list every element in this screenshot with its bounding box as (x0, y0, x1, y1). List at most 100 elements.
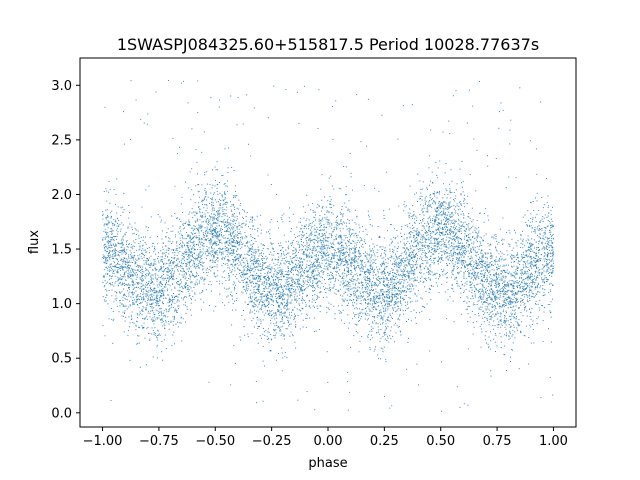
data-point (401, 259, 403, 261)
data-point (333, 244, 335, 246)
data-point (516, 268, 518, 269)
data-point (476, 261, 478, 263)
data-point (138, 265, 140, 267)
data-point (259, 291, 260, 293)
data-point (389, 271, 391, 273)
data-point (269, 289, 271, 291)
data-point (167, 290, 168, 292)
data-point (288, 308, 290, 310)
data-point (436, 239, 438, 241)
data-point (113, 189, 115, 191)
data-point (477, 235, 479, 237)
data-point (434, 242, 436, 244)
data-point (311, 274, 313, 276)
data-point (306, 194, 308, 196)
data-point (172, 300, 173, 302)
data-point (232, 197, 234, 199)
data-point (265, 279, 267, 281)
data-point (173, 273, 175, 275)
data-point (437, 263, 439, 265)
data-point (357, 313, 359, 315)
data-point (496, 274, 498, 275)
data-point (284, 293, 286, 295)
data-point (253, 278, 255, 280)
data-point (314, 274, 316, 276)
data-point (200, 227, 202, 229)
data-point (262, 244, 264, 246)
data-point (154, 287, 156, 289)
data-point (387, 271, 388, 273)
data-point (213, 248, 215, 250)
data-point (502, 243, 504, 245)
data-point (379, 235, 381, 237)
data-point (504, 284, 506, 285)
data-point (536, 318, 538, 320)
data-point (382, 317, 384, 319)
data-point (480, 296, 482, 298)
data-point (434, 195, 436, 197)
data-point (522, 301, 524, 303)
data-point (520, 291, 522, 293)
data-point (547, 266, 549, 268)
data-point (235, 264, 237, 266)
data-point (314, 247, 316, 249)
data-point (458, 218, 460, 220)
data-point (220, 254, 222, 256)
data-point (199, 261, 201, 263)
data-point (135, 239, 137, 241)
data-point (201, 226, 203, 228)
data-point (517, 267, 519, 269)
data-point (285, 256, 287, 258)
data-point (169, 277, 171, 279)
data-point (133, 272, 135, 274)
data-point (357, 286, 359, 288)
data-point (150, 255, 152, 257)
data-point (233, 242, 235, 243)
data-point (137, 283, 139, 285)
data-point (258, 299, 260, 301)
data-point (221, 264, 223, 266)
data-point (187, 253, 189, 255)
data-point (335, 237, 337, 239)
data-point (102, 257, 104, 259)
data-point (123, 282, 125, 284)
data-point (478, 299, 480, 301)
data-point (512, 255, 514, 257)
data-point (227, 244, 229, 246)
data-point (247, 278, 249, 280)
data-point (551, 272, 553, 274)
data-point (547, 237, 549, 239)
data-point (336, 266, 338, 268)
data-point (403, 299, 405, 300)
data-point (302, 280, 304, 282)
data-point (389, 320, 391, 322)
data-point (483, 235, 485, 237)
data-point (314, 277, 316, 279)
data-point (281, 320, 283, 322)
data-point (143, 307, 145, 309)
data-point (116, 297, 118, 299)
data-point (239, 282, 241, 283)
data-point (185, 265, 187, 267)
data-point (538, 241, 540, 242)
data-point (416, 229, 418, 231)
data-point (428, 239, 430, 241)
data-point (169, 308, 171, 310)
data-point (312, 246, 314, 248)
data-point (267, 298, 269, 299)
data-point (422, 241, 424, 243)
data-point (442, 260, 444, 262)
data-point (387, 316, 389, 318)
data-point (385, 275, 386, 277)
data-point (424, 203, 426, 205)
data-point (399, 259, 401, 261)
data-point (458, 206, 460, 207)
data-point (425, 202, 426, 204)
data-point (203, 243, 205, 245)
data-point (512, 285, 514, 287)
data-point (267, 314, 269, 316)
data-point (181, 316, 183, 318)
data-point (480, 260, 482, 262)
data-point (206, 207, 208, 209)
data-point (317, 285, 319, 287)
